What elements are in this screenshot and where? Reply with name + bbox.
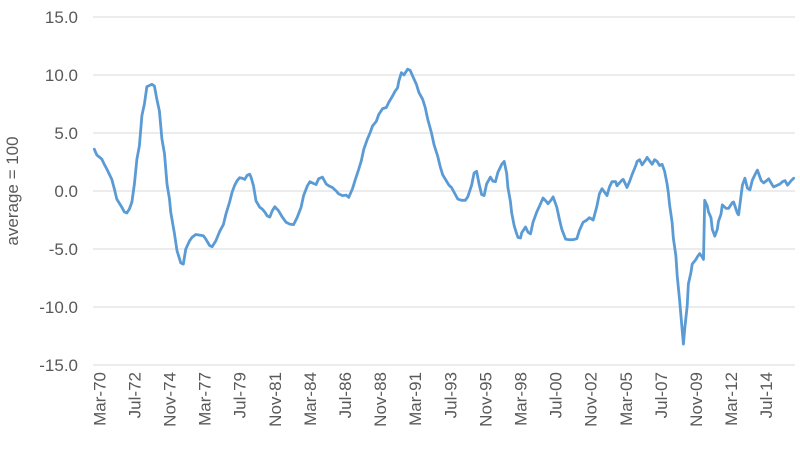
x-tick-label: Mar-77 <box>196 372 215 426</box>
x-tick-label: Jul-00 <box>547 372 566 418</box>
x-tick-label: Jul-79 <box>231 372 250 418</box>
x-tick-label: Jul-86 <box>336 372 355 418</box>
x-tick-label: Mar-84 <box>301 372 320 426</box>
y-tick-label: -15.0 <box>39 356 78 375</box>
x-tick-label: Jul-14 <box>757 372 776 418</box>
x-tick-label: Nov-02 <box>582 372 601 427</box>
x-tick-label: Mar-05 <box>617 372 636 426</box>
x-tick-label: Nov-81 <box>266 372 285 427</box>
x-tick-label: Mar-70 <box>90 372 109 426</box>
x-tick-label: Mar-12 <box>722 372 741 426</box>
y-tick-label: 5.0 <box>54 124 78 143</box>
y-tick-label: 0.0 <box>54 182 78 201</box>
x-tick-label: Jul-72 <box>125 372 144 418</box>
axis-label-layer: 15.0 10.0 5.0 0.0 -5.0 -10.0 -15.0 Mar-70 Jul-72… <box>39 8 776 427</box>
x-tick-label: Mar-98 <box>512 372 531 426</box>
y-tick-label: -10.0 <box>39 298 78 317</box>
x-tick-label: Mar-91 <box>406 372 425 426</box>
x-tick-label: Nov-88 <box>371 372 390 427</box>
series-layer <box>92 67 796 346</box>
gridline-layer <box>93 16 795 366</box>
y-axis-title: average = 100 <box>3 136 22 245</box>
data-line <box>92 67 796 346</box>
x-tick-label: Nov-95 <box>476 372 495 427</box>
y-tick-label: 10.0 <box>45 66 78 85</box>
x-tick-label: Jul-07 <box>652 372 671 418</box>
x-tick-label: Nov-09 <box>687 372 706 427</box>
y-tick-label: 15.0 <box>45 8 78 27</box>
x-tick-label: Jul-93 <box>441 372 460 418</box>
x-tick-label: Nov-74 <box>161 372 180 427</box>
y-tick-label: -5.0 <box>49 240 78 259</box>
